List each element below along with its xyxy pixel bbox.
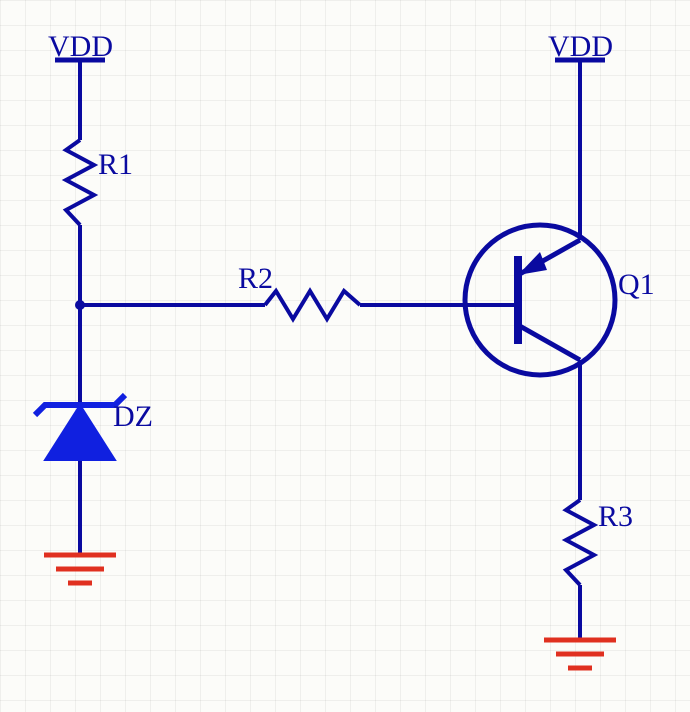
label-dz: DZ: [113, 400, 153, 434]
transistor-q1: [465, 225, 615, 375]
resistor-r2: [265, 291, 360, 319]
ground-left: [44, 555, 116, 583]
label-vdd-right: VDD: [548, 30, 613, 64]
node-junction: [75, 300, 85, 310]
label-vdd-left: VDD: [48, 30, 113, 64]
resistor-r1: [66, 140, 94, 225]
label-r1: R1: [98, 148, 133, 182]
circuit-svg: [0, 0, 690, 712]
label-r3: R3: [598, 500, 633, 534]
ground-right: [544, 640, 616, 668]
label-r2: R2: [238, 262, 273, 296]
resistor-r3: [566, 500, 594, 585]
zener-diode-dz: [35, 395, 125, 460]
label-q1: Q1: [618, 268, 655, 302]
